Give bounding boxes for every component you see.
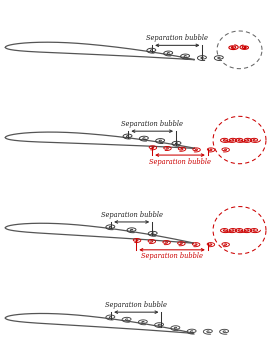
Text: Separation bubble: Separation bubble [141, 253, 203, 261]
Text: Separation bubble: Separation bubble [146, 34, 208, 42]
Text: Separation bubble: Separation bubble [149, 158, 211, 166]
Text: Separation bubble: Separation bubble [105, 301, 167, 309]
Text: Separation bubble: Separation bubble [121, 120, 183, 128]
Text: Separation bubble: Separation bubble [101, 211, 163, 219]
